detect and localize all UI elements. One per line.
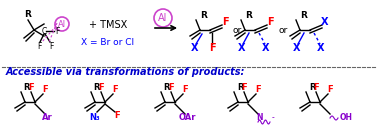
Text: N: N (256, 113, 262, 122)
Text: F: F (222, 17, 228, 27)
Text: F: F (28, 83, 34, 93)
Text: or: or (232, 25, 242, 34)
Text: R: R (237, 83, 243, 93)
Text: Ar: Ar (42, 113, 53, 122)
Text: F: F (267, 17, 273, 27)
Text: Al: Al (58, 20, 66, 28)
Text: F: F (55, 27, 59, 35)
Text: F: F (182, 86, 188, 95)
Text: X = Br or Cl: X = Br or Cl (81, 37, 135, 47)
Text: C: C (41, 27, 46, 35)
Text: X: X (293, 43, 301, 53)
Text: X: X (238, 43, 246, 53)
Text: F: F (255, 86, 261, 95)
Text: -: - (272, 113, 275, 122)
Text: F: F (209, 43, 215, 53)
Text: Accessible via transformations of products:: Accessible via transformations of produc… (6, 67, 245, 77)
Text: F: F (49, 41, 53, 50)
Text: OAr: OAr (178, 113, 196, 122)
Text: F: F (327, 86, 333, 95)
Text: R: R (246, 11, 253, 20)
Text: or: or (278, 25, 288, 34)
Text: R: R (94, 83, 100, 93)
Text: F: F (168, 83, 174, 93)
Text: OH: OH (340, 113, 353, 122)
Text: X: X (321, 17, 329, 27)
Text: R: R (164, 83, 170, 93)
Text: R: R (201, 11, 208, 20)
Text: N₃: N₃ (90, 112, 100, 122)
Text: F: F (313, 83, 319, 93)
Text: F: F (42, 86, 48, 95)
Text: X: X (317, 43, 325, 53)
Text: Al: Al (158, 13, 168, 23)
Text: F: F (112, 86, 118, 95)
Text: F: F (114, 112, 120, 121)
Text: F: F (241, 83, 247, 93)
Text: X: X (191, 43, 199, 53)
Text: F: F (98, 83, 104, 93)
Text: R: R (25, 9, 31, 18)
Text: R: R (24, 83, 30, 93)
Text: R: R (309, 83, 315, 93)
Text: X: X (262, 43, 270, 53)
Text: F: F (37, 41, 41, 50)
Text: R: R (301, 11, 307, 20)
Text: + TMSX: + TMSX (89, 20, 127, 30)
